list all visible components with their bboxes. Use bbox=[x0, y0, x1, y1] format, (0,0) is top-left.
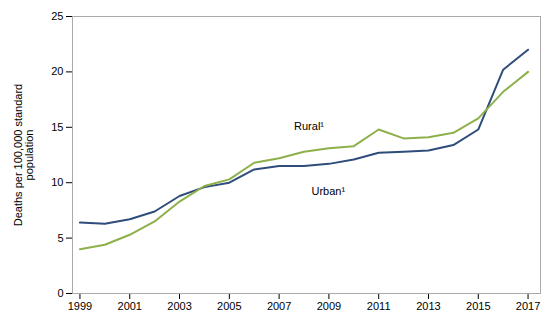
svg-text:Urban¹: Urban¹ bbox=[311, 185, 345, 197]
svg-text:2013: 2013 bbox=[416, 300, 440, 312]
svg-text:2015: 2015 bbox=[466, 300, 490, 312]
svg-text:2005: 2005 bbox=[217, 300, 241, 312]
svg-text:Rural¹: Rural¹ bbox=[294, 120, 324, 132]
svg-text:0: 0 bbox=[57, 287, 63, 299]
svg-text:5: 5 bbox=[57, 232, 63, 244]
svg-text:25: 25 bbox=[51, 10, 63, 22]
svg-text:2017: 2017 bbox=[516, 300, 540, 312]
svg-text:20: 20 bbox=[51, 65, 63, 77]
svg-text:Deaths per 100,000 standardpop: Deaths per 100,000 standardpopulation bbox=[12, 84, 35, 227]
svg-text:2003: 2003 bbox=[167, 300, 191, 312]
svg-text:2011: 2011 bbox=[367, 300, 391, 312]
svg-text:2009: 2009 bbox=[317, 300, 341, 312]
svg-text:2001: 2001 bbox=[118, 300, 142, 312]
svg-text:15: 15 bbox=[51, 121, 63, 133]
svg-text:2007: 2007 bbox=[267, 300, 291, 312]
svg-text:1999: 1999 bbox=[68, 300, 92, 312]
svg-text:10: 10 bbox=[51, 176, 63, 188]
